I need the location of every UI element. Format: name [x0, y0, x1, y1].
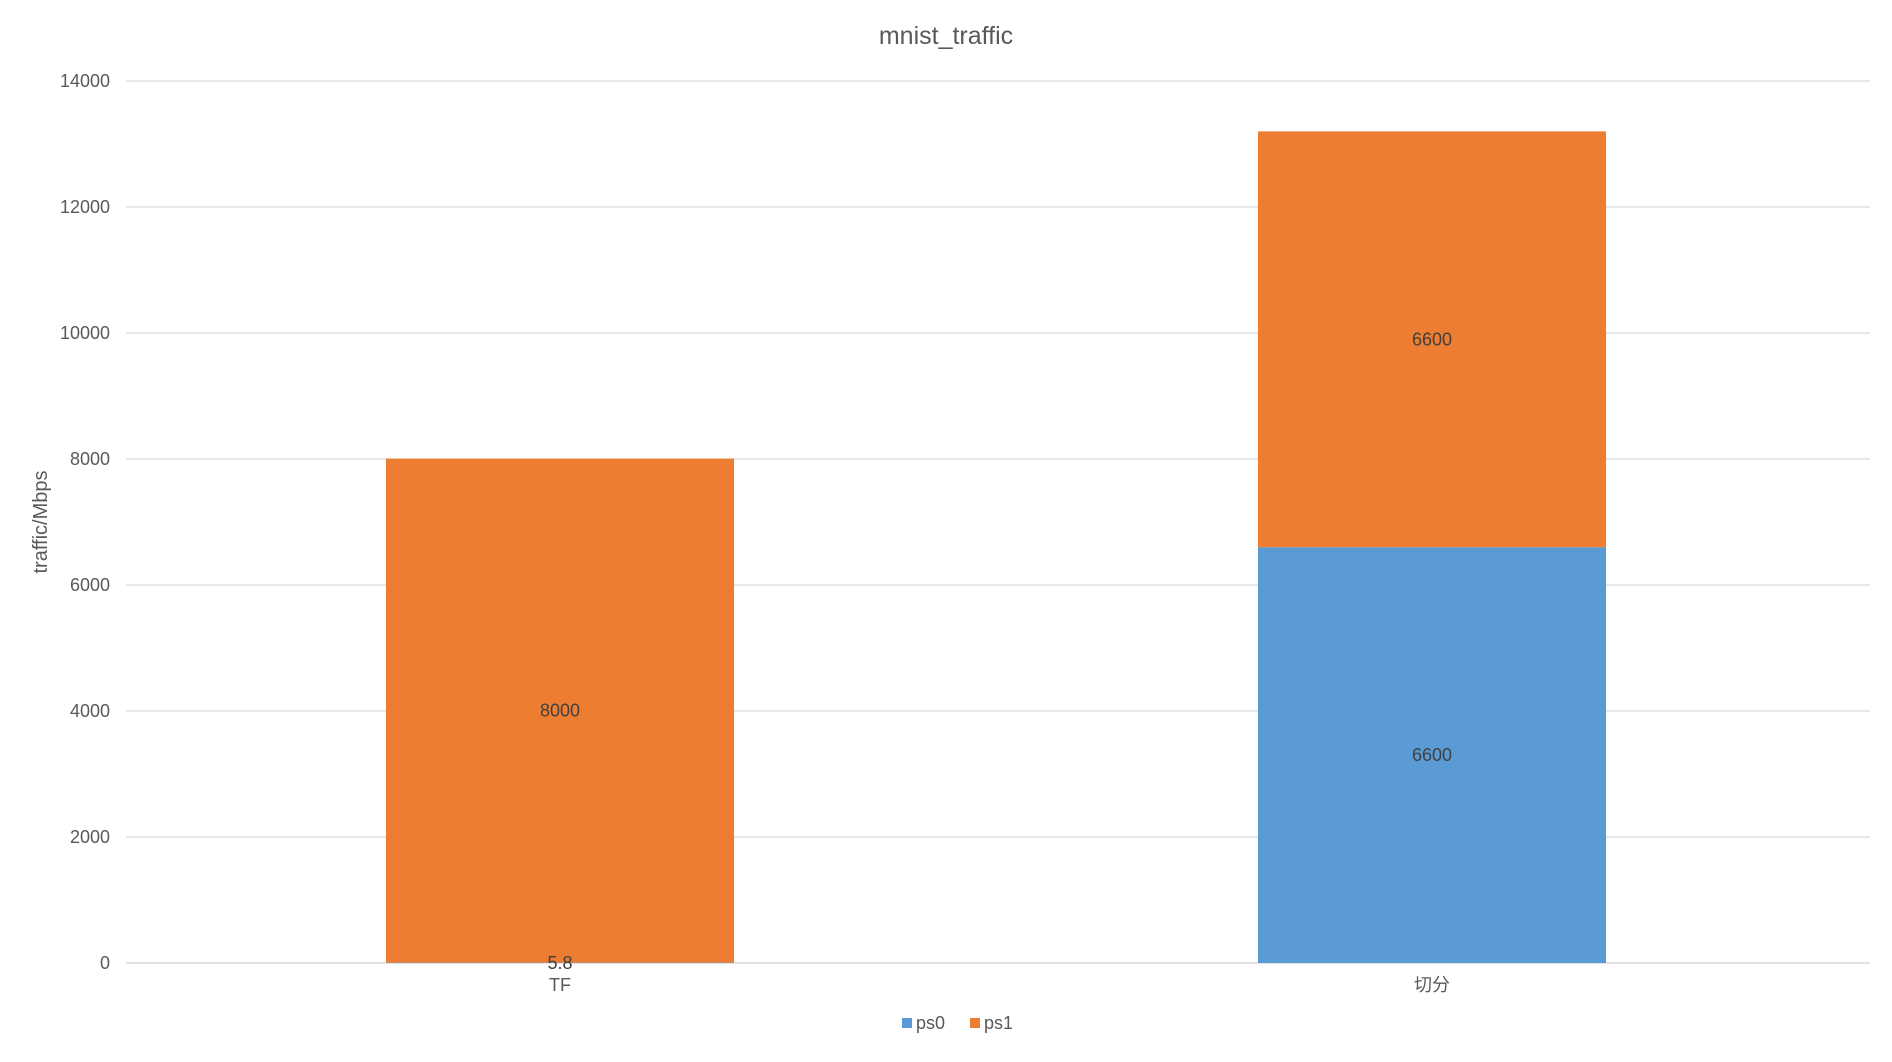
legend-label-ps1: ps1 — [984, 1013, 1013, 1033]
legend-label-ps0: ps0 — [916, 1013, 945, 1033]
y-tick-label: 4000 — [70, 701, 110, 721]
x-tick-label: 切分 — [1414, 975, 1450, 995]
bars — [386, 131, 1606, 963]
y-tick-label: 14000 — [60, 71, 110, 91]
chart-title: mnist_traffic — [879, 22, 1013, 50]
y-tick-label: 10000 — [60, 323, 110, 343]
y-tick-label: 8000 — [70, 449, 110, 469]
x-tick-label: TF — [549, 975, 571, 995]
data-label: 6600 — [1412, 329, 1452, 349]
y-tick-label: 6000 — [70, 575, 110, 595]
legend-swatch-ps1 — [970, 1018, 980, 1028]
data-label: 6600 — [1412, 745, 1452, 765]
data-label: 5.8 — [547, 953, 572, 973]
legend: ps0 ps1 — [902, 1013, 1013, 1033]
y-tick-label: 12000 — [60, 197, 110, 217]
legend-swatch-ps0 — [902, 1018, 912, 1028]
y-axis-ticks: 0 2000 4000 6000 8000 10000 12000 14000 — [60, 71, 110, 973]
x-axis-ticks: TF 切分 — [549, 975, 1450, 995]
y-tick-label: 0 — [100, 953, 110, 973]
y-tick-label: 2000 — [70, 827, 110, 847]
data-label: 8000 — [540, 701, 580, 721]
y-axis-label: traffic/Mbps — [30, 471, 52, 574]
